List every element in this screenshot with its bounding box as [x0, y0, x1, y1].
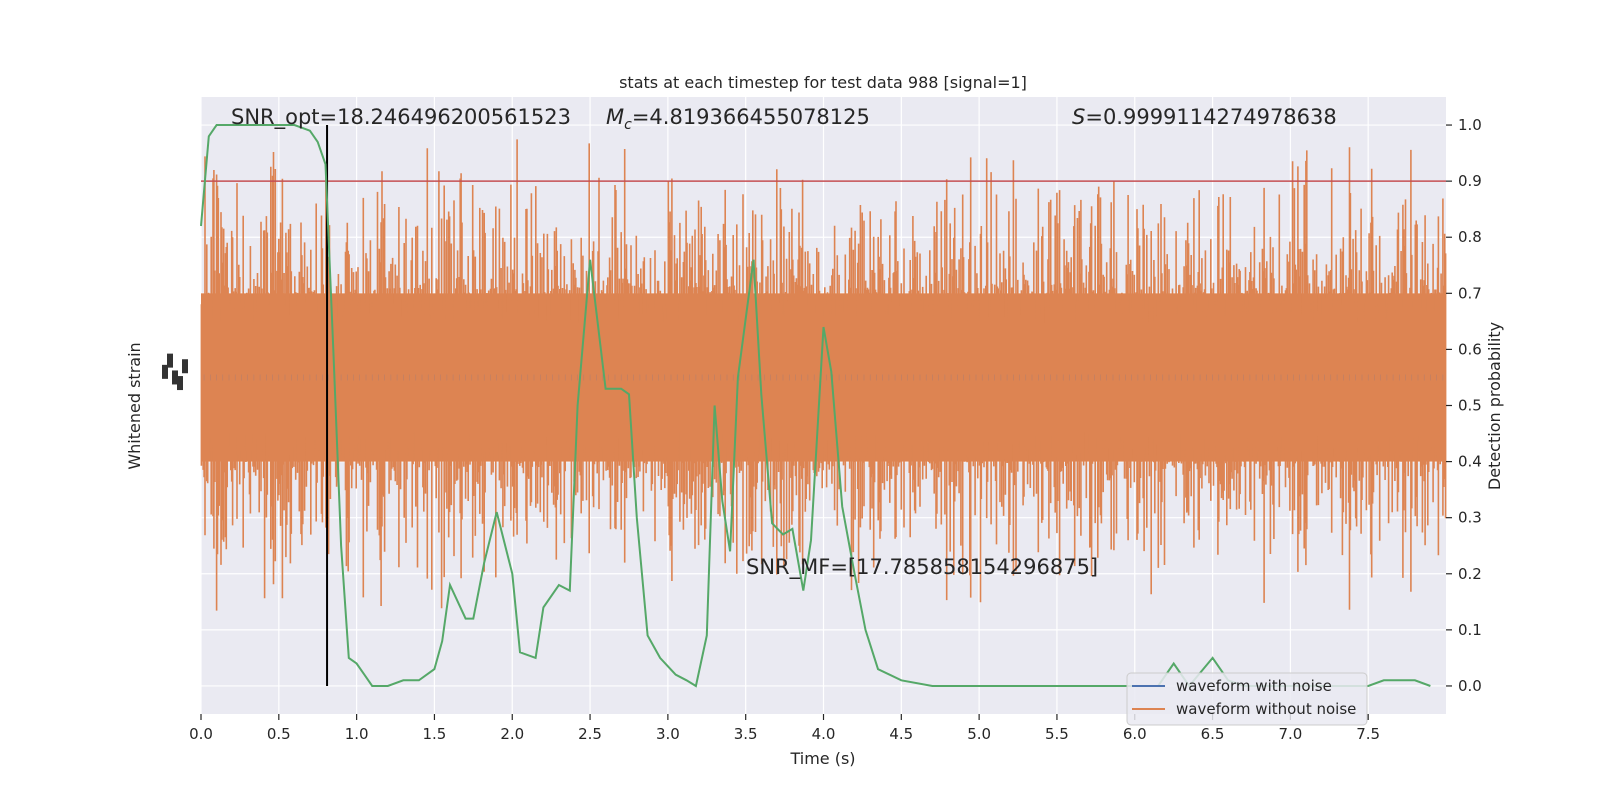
- x-tick-label: 3.0: [656, 725, 680, 743]
- y-tick-label: 0.3: [1458, 509, 1482, 527]
- x-tick-label: 7.5: [1356, 725, 1380, 743]
- x-tick-label: 1.5: [423, 725, 447, 743]
- snr-opt-annotation: SNR_opt=18.246496200561523: [231, 105, 571, 130]
- legend[interactable]: waveform with noise waveform without noi…: [1127, 673, 1367, 725]
- y-tick-label: 0.5: [1458, 397, 1482, 415]
- y-tick-label: 0.6: [1458, 340, 1482, 358]
- s-symbol: S: [1072, 105, 1085, 129]
- left-y-axis-label: Whitened strain: [125, 342, 144, 469]
- s-value: =0.9999114274978638: [1085, 105, 1336, 129]
- x-tick-label: 6.5: [1201, 725, 1225, 743]
- y-tick-label: 0.7: [1458, 284, 1482, 302]
- x-tick-label: 4.0: [812, 725, 836, 743]
- x-tick-label: 0.5: [267, 725, 291, 743]
- left-axis-tick-cluster: [162, 354, 188, 390]
- x-tick-label: 6.0: [1123, 725, 1147, 743]
- x-tick-label: 4.5: [889, 725, 913, 743]
- x-tick-label: 3.5: [734, 725, 758, 743]
- legend-label-without-noise: waveform without noise: [1176, 700, 1356, 718]
- y-tick-label: 0.2: [1458, 565, 1482, 583]
- y-tick-label: 0.4: [1458, 453, 1482, 471]
- y-tick-label: 0.9: [1458, 172, 1482, 190]
- right-y-axis-ticks: 0.0 0.1 0.2 0.3 0.4 0.5 0.6 0.7 0.8 0.9 1.0: [1446, 116, 1482, 695]
- right-y-axis-label: Detection probability: [1485, 322, 1504, 490]
- chirp-mass-annotation: Mc=4.819366455078125: [606, 105, 870, 133]
- x-tick-label: 0.0: [189, 725, 213, 743]
- x-tick-label: 1.0: [345, 725, 369, 743]
- x-axis-label: Time (s): [789, 749, 855, 768]
- chirp-mass-value: =4.819366455078125: [632, 105, 870, 129]
- y-tick-label: 1.0: [1458, 116, 1482, 134]
- snr-mf-annotation: SNR_MF=[17.785858154296875]: [746, 555, 1098, 580]
- x-tick-label: 2.0: [500, 725, 524, 743]
- y-tick-label: 0.1: [1458, 621, 1482, 639]
- x-tick-label: 5.0: [967, 725, 991, 743]
- chirp-mass-symbol: M: [606, 105, 624, 129]
- chart-title: stats at each timestep for test data 988…: [619, 73, 1027, 92]
- x-tick-label: 5.5: [1045, 725, 1069, 743]
- y-tick-label: 0.0: [1458, 677, 1482, 695]
- x-tick-label: 7.0: [1278, 725, 1302, 743]
- s-annotation: S=0.9999114274978638: [1072, 105, 1337, 129]
- left-tick-mark: [167, 354, 173, 368]
- x-tick-label: 2.5: [578, 725, 602, 743]
- left-tick-mark: [182, 359, 188, 373]
- legend-label-with-noise: waveform with noise: [1176, 677, 1332, 695]
- left-tick-mark: [177, 376, 183, 390]
- y-tick-label: 0.8: [1458, 228, 1482, 246]
